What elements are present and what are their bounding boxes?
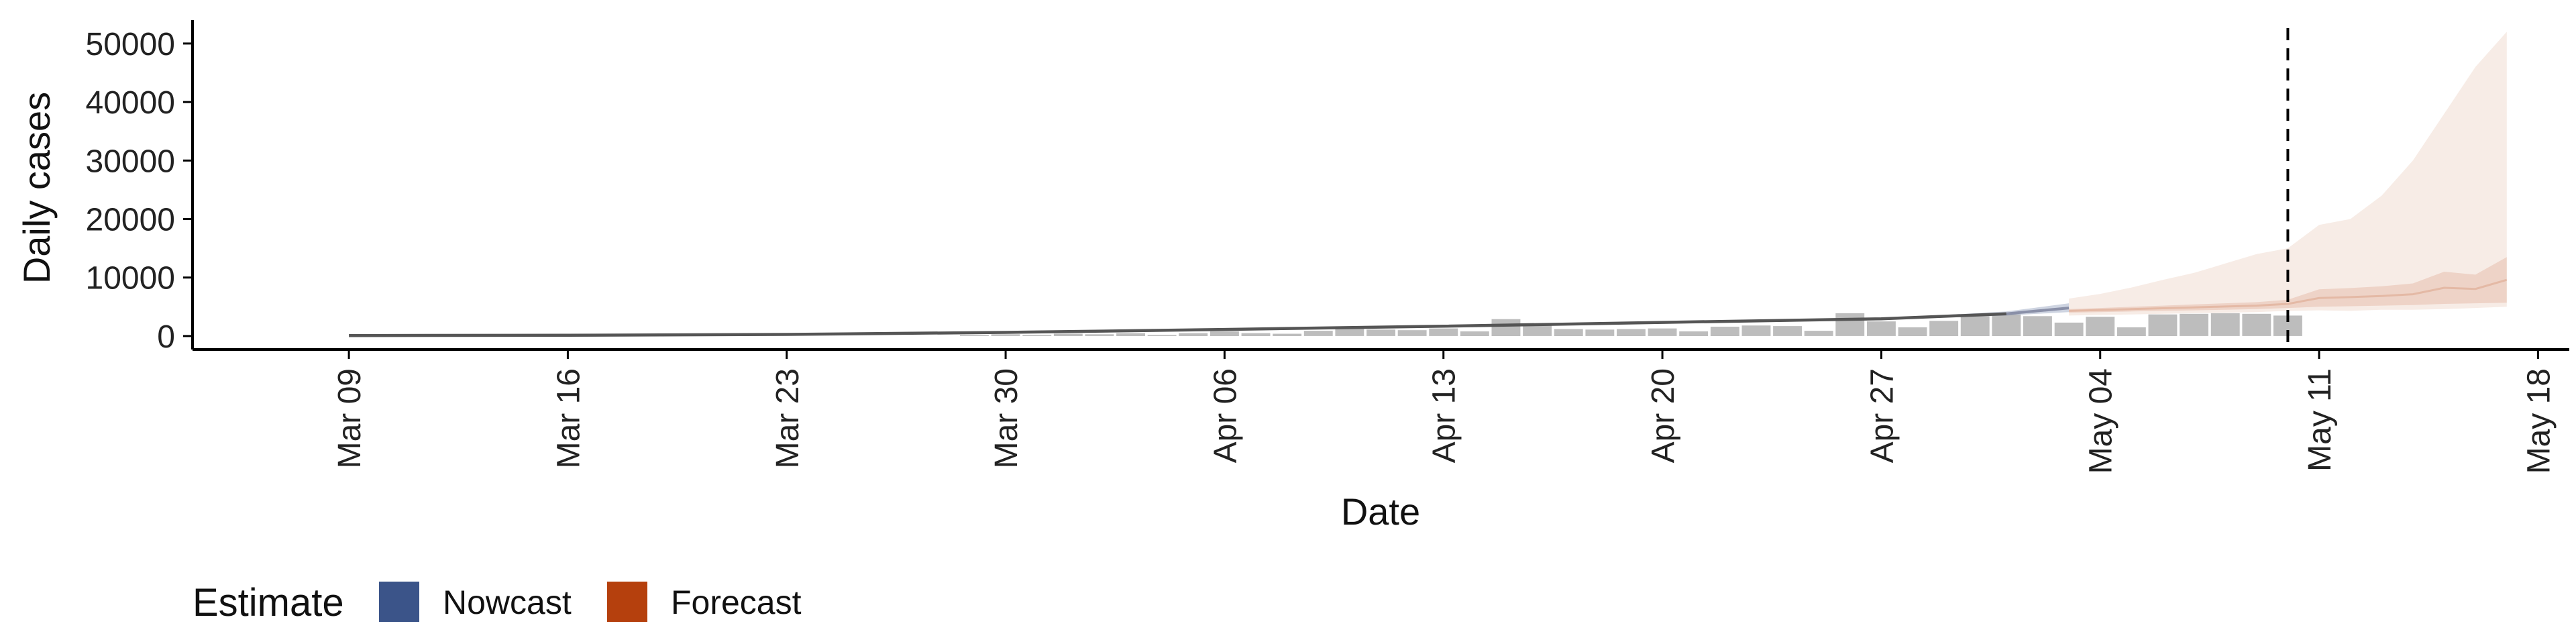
- case-bar: [1648, 329, 1677, 336]
- y-ticks: 0 10000 20000 30000 40000 50000: [86, 27, 193, 355]
- case-bar: [1835, 313, 1864, 336]
- case-bar: [991, 334, 1020, 336]
- case-bar: [1304, 331, 1333, 336]
- case-bar: [1554, 329, 1583, 337]
- y-tick-label: 0: [157, 319, 175, 355]
- legend-title: Estimate: [193, 581, 344, 625]
- y-tick-label: 10000: [86, 261, 175, 297]
- case-bar: [1022, 335, 1051, 336]
- case-bar: [1679, 331, 1708, 336]
- case-bar: [1742, 325, 1771, 336]
- case-bar: [960, 335, 989, 336]
- case-bar: [1210, 331, 1239, 336]
- x-tick-label: Mar 09: [332, 368, 368, 468]
- x-tick-label: Mar 16: [551, 368, 586, 468]
- case-bar: [1898, 327, 1927, 336]
- x-tick-label: Mar 30: [989, 368, 1024, 468]
- x-tick-label: May 11: [2302, 368, 2338, 472]
- case-bar: [2149, 315, 2178, 336]
- x-tick-label: May 18: [2521, 368, 2557, 474]
- case-bar: [2023, 316, 2052, 336]
- case-bar: [2242, 314, 2271, 336]
- case-bar: [1148, 335, 1177, 336]
- y-axis-title: Daily cases: [15, 92, 58, 284]
- case-bar: [1398, 330, 1427, 336]
- case-bar: [1929, 321, 1958, 336]
- case-bar: [1523, 325, 1552, 336]
- case-bar: [1179, 333, 1208, 336]
- case-bar: [1366, 329, 1395, 336]
- x-ticks: Mar 09 Mar 16 Mar 23 Mar 30 Apr 06 Apr 13 Apr …: [332, 350, 2557, 474]
- case-bar: [1492, 319, 1521, 336]
- x-tick-label: May 04: [2084, 368, 2119, 474]
- case-bar: [1773, 326, 1802, 336]
- legend-swatch-forecast: [607, 582, 647, 622]
- case-bar: [1085, 334, 1114, 336]
- case-bar: [2180, 314, 2208, 336]
- x-tick-label: Apr 13: [1427, 368, 1462, 463]
- y-tick-label: 20000: [86, 203, 175, 238]
- case-bar: [1961, 316, 1990, 336]
- case-bar: [1867, 321, 1896, 336]
- case-bar: [1116, 333, 1145, 336]
- legend-label-forecast: Forecast: [671, 584, 802, 621]
- x-tick-label: Apr 27: [1864, 368, 1900, 463]
- case-bar: [1992, 315, 2021, 336]
- legend-swatch-nowcast: [379, 582, 419, 622]
- case-bar: [1273, 334, 1301, 337]
- y-tick-label: 40000: [86, 85, 175, 121]
- case-bar: [1429, 329, 1458, 336]
- case-bar: [2211, 313, 2240, 336]
- legend: Estimate Nowcast Forecast: [193, 581, 802, 625]
- case-bar: [1617, 329, 1646, 337]
- plot-area: [349, 28, 2507, 350]
- case-bar: [1460, 331, 1489, 336]
- case-bar: [2086, 317, 2114, 336]
- x-tick-label: Mar 23: [770, 368, 806, 468]
- case-bar: [1242, 333, 1271, 336]
- case-bar: [1335, 329, 1364, 336]
- case-bar: [1585, 329, 1614, 336]
- case-bar: [1054, 334, 1083, 337]
- case-bar: [2055, 323, 2084, 336]
- legend-label-nowcast: Nowcast: [443, 584, 572, 621]
- case-bar: [2117, 327, 2146, 336]
- y-tick-label: 30000: [86, 144, 175, 179]
- x-axis-title: Date: [1341, 490, 1420, 533]
- x-tick-label: Apr 06: [1208, 368, 1243, 463]
- y-tick-label: 50000: [86, 27, 175, 62]
- x-tick-label: Apr 20: [1646, 368, 1681, 463]
- case-bar: [1805, 331, 1833, 336]
- case-bar: [1711, 327, 1739, 336]
